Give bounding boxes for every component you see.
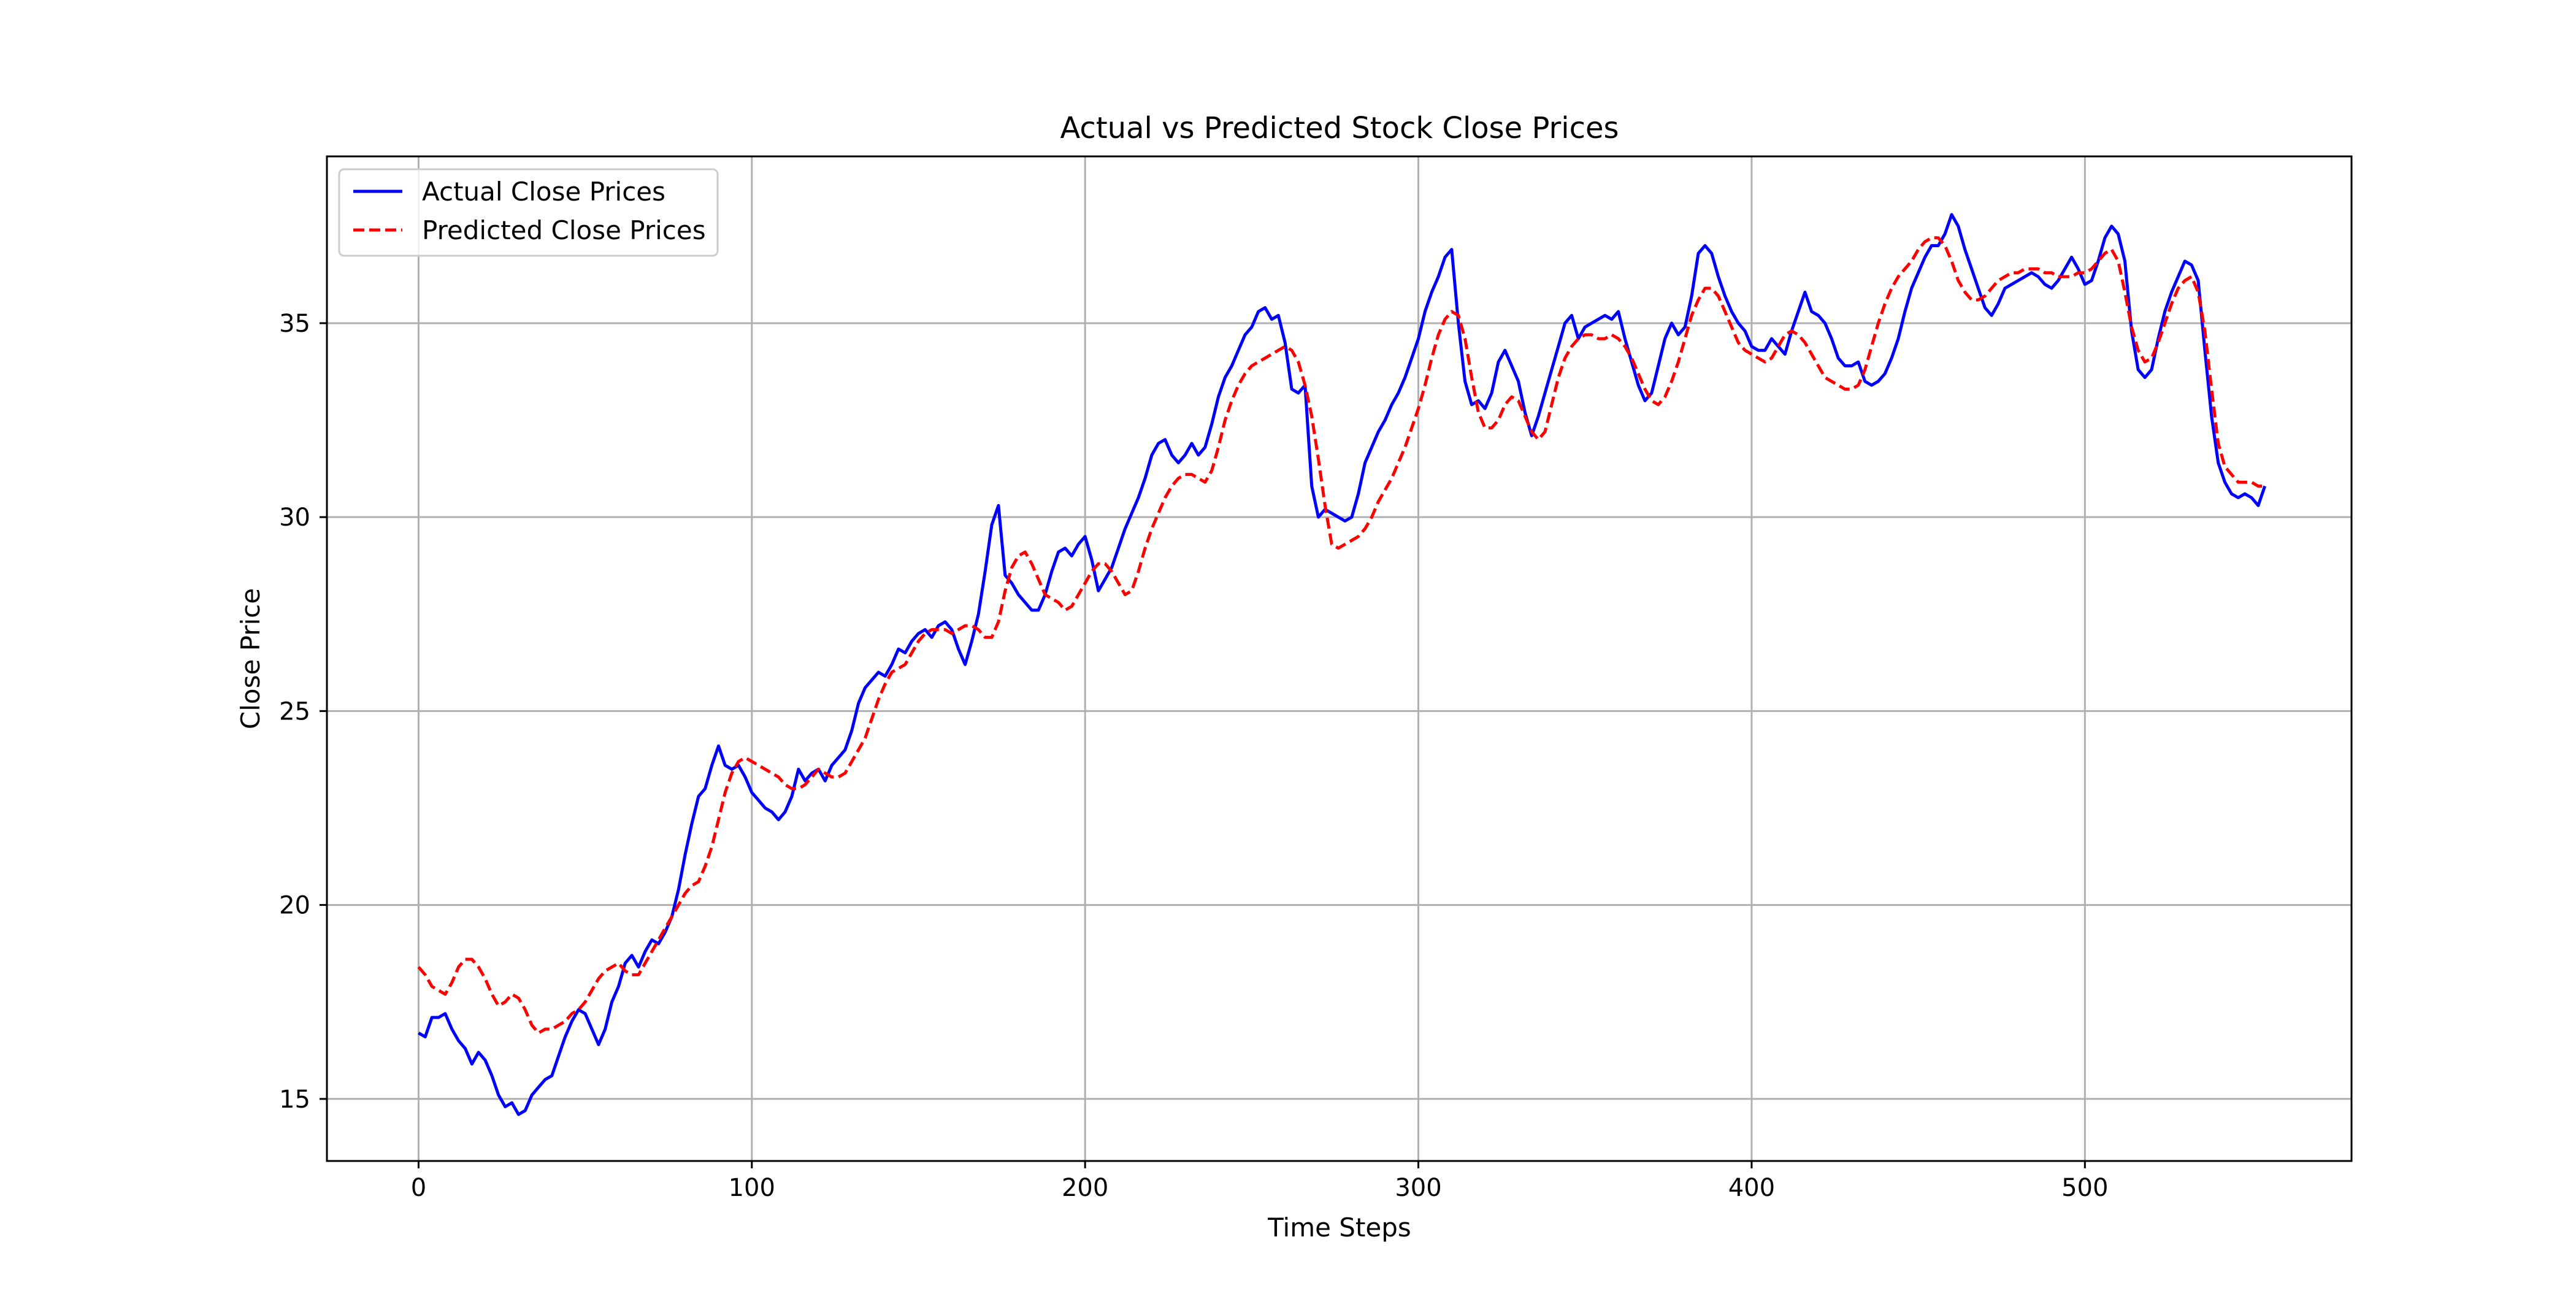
legend: Actual Close Prices Predicted Close Pric… — [338, 168, 719, 257]
y-tick-label: 30 — [279, 504, 310, 532]
y-axis-label: Close Price — [236, 588, 266, 729]
x-tick-label: 0 — [411, 1174, 426, 1202]
x-tick-label: 100 — [729, 1174, 775, 1202]
axis-ticks: 0 100 200 300 400 500 15 20 25 30 35 — [279, 310, 2108, 1202]
y-tick-label: 20 — [279, 892, 310, 920]
actual-price-line — [418, 213, 2267, 1116]
x-tick-label: 500 — [2061, 1174, 2108, 1202]
y-tick-label: 15 — [279, 1086, 310, 1114]
x-tick-label: 200 — [1062, 1174, 1108, 1202]
plot-series — [417, 213, 2267, 1116]
legend-label-actual: Actual Close Prices — [422, 177, 665, 207]
y-tick-label: 35 — [279, 310, 310, 338]
plot-frame — [326, 155, 2353, 1162]
y-tick-label: 25 — [279, 697, 310, 726]
predicted-price-line — [417, 236, 2265, 1035]
x-tick-label: 400 — [1728, 1174, 1775, 1202]
legend-box — [338, 168, 719, 257]
chart-title: Actual vs Predicted Stock Close Prices — [1060, 111, 1619, 145]
x-axis-label: Time Steps — [1267, 1212, 1411, 1243]
x-tick-label: 300 — [1395, 1174, 1441, 1202]
legend-label-predicted: Predicted Close Prices — [422, 215, 706, 245]
